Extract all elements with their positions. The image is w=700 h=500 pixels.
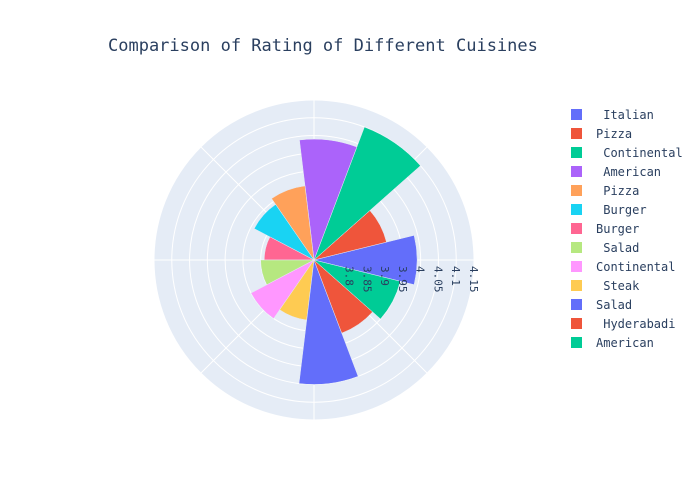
- radial-tick-label: 3.95: [396, 266, 409, 293]
- legend-label: American: [596, 165, 661, 179]
- legend-swatch: [571, 128, 582, 139]
- legend-item[interactable]: Hyderabadi: [571, 317, 675, 331]
- legend-swatch: [571, 318, 582, 329]
- legend-item[interactable]: Burger: [571, 203, 647, 217]
- legend-item[interactable]: Salad: [571, 298, 632, 312]
- legend-swatch: [571, 109, 582, 120]
- legend-label: Salad: [596, 241, 639, 255]
- legend-item[interactable]: Italian: [571, 108, 654, 122]
- radial-tick-label: 3.9: [378, 266, 391, 286]
- legend-item[interactable]: Salad: [571, 241, 639, 255]
- legend-item[interactable]: Pizza: [571, 127, 632, 141]
- chart-title: Comparison of Rating of Different Cuisin…: [108, 36, 538, 56]
- legend-label: Burger: [596, 222, 639, 236]
- legend-swatch: [571, 261, 582, 272]
- polar-bar: [253, 204, 315, 261]
- polar-bar: [313, 259, 401, 320]
- radial-tick-label: 4.1: [449, 266, 462, 286]
- polar-bar: [298, 259, 359, 385]
- legend-item[interactable]: Burger: [571, 222, 639, 236]
- legend-swatch: [571, 147, 582, 158]
- legend-swatch: [571, 223, 582, 234]
- legend-label: Pizza: [596, 184, 639, 198]
- legend-swatch: [571, 185, 582, 196]
- legend-swatch: [571, 280, 582, 291]
- legend-label: Salad: [596, 298, 632, 312]
- legend-item[interactable]: Steak: [571, 279, 640, 293]
- legend-label: Burger: [596, 203, 647, 217]
- legend-swatch: [571, 299, 582, 310]
- legend-swatch: [571, 166, 582, 177]
- legend-item[interactable]: Continental: [571, 146, 683, 160]
- radial-axis-ticks: 3.8 3.85 3.9 3.95 4 4.05 4.1 4.15: [343, 266, 480, 293]
- polar-bar: [299, 138, 358, 261]
- legend-label: Continental: [596, 260, 675, 274]
- radial-tick-label: 3.85: [360, 266, 373, 293]
- polar-bar: [313, 235, 418, 285]
- radial-grid-circle: [171, 117, 457, 403]
- legend-item[interactable]: Continental: [571, 260, 675, 274]
- radial-tick-label: 4.05: [431, 266, 444, 293]
- radial-tick-label: 3.8: [343, 266, 356, 286]
- legend-swatch: [571, 242, 582, 253]
- polar-bar: [250, 259, 315, 319]
- legend-label: Steak: [596, 279, 640, 293]
- legend-label: Pizza: [596, 127, 632, 141]
- radial-grid-circle: [153, 99, 475, 421]
- legend-item[interactable]: American: [571, 336, 654, 350]
- legend-swatch: [571, 204, 582, 215]
- radial-tick-label: 4.15: [467, 266, 480, 293]
- radial-tick-label: 4: [414, 266, 427, 273]
- polar-bars: [250, 126, 421, 385]
- legend-item[interactable]: Pizza: [571, 184, 639, 198]
- polar-bar: [313, 126, 421, 261]
- legend-item[interactable]: American: [571, 165, 661, 179]
- legend-swatch: [571, 337, 582, 348]
- polar-area: 3.8 3.85 3.9 3.95 4 4.05 4.1 4.15: [153, 99, 480, 421]
- legend-label: Hyderabadi: [596, 317, 675, 331]
- legend-label: American: [596, 336, 654, 350]
- polar-bar: [271, 185, 315, 261]
- legend-label: Continental: [596, 146, 683, 160]
- legend-label: Italian: [596, 108, 654, 122]
